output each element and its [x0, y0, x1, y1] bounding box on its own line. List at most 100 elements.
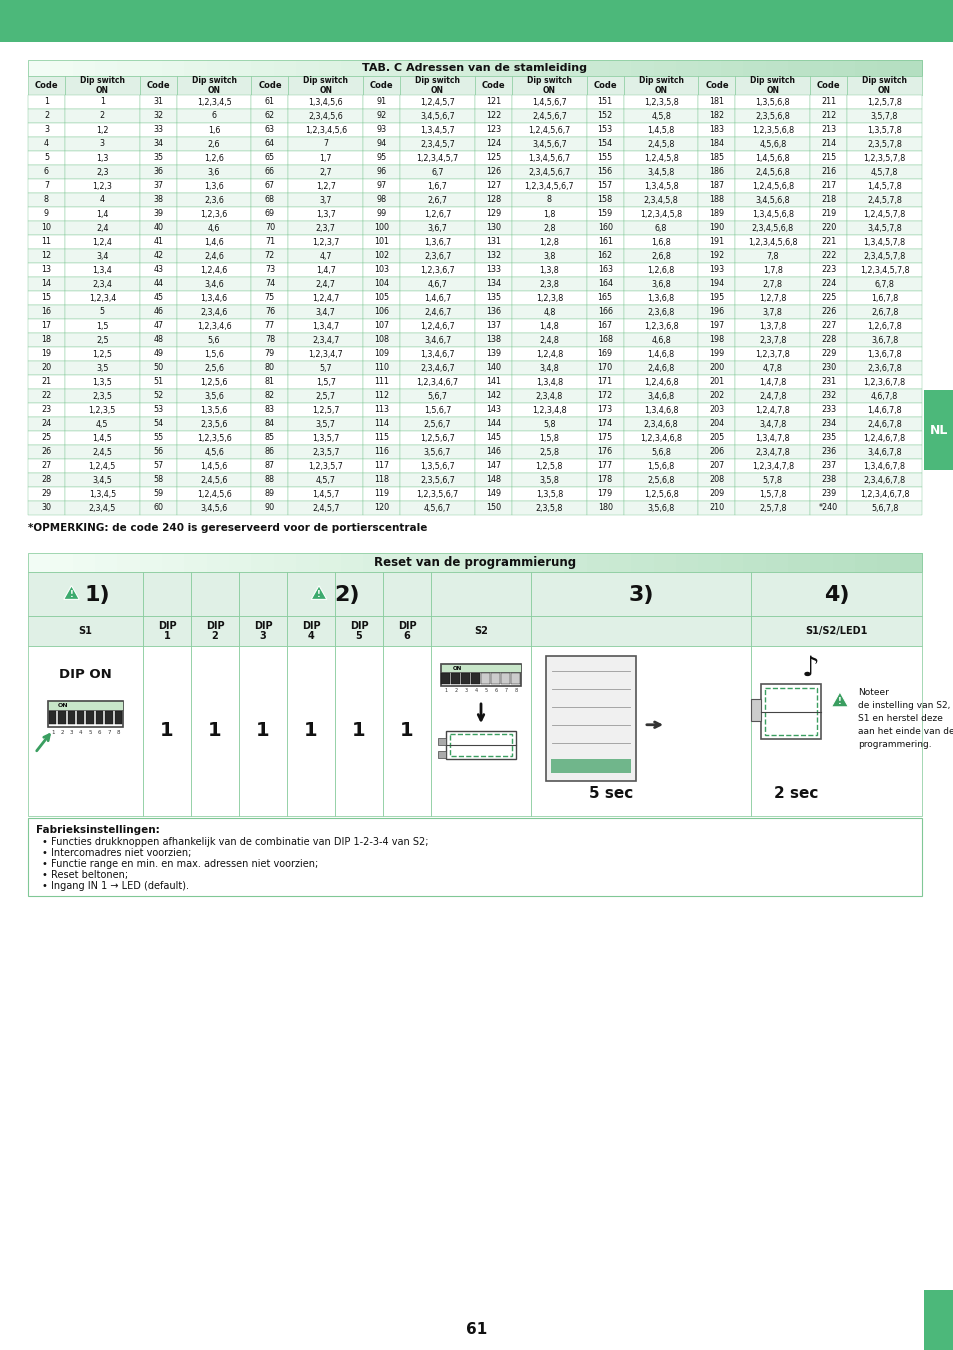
Bar [58, 711, 66, 724]
Bar [399, 123, 475, 136]
Bar [252, 263, 288, 277]
Text: 3,4,5,6: 3,4,5,6 [200, 504, 228, 513]
Text: 2,3,4,8: 2,3,4,8 [536, 392, 562, 401]
Bar [475, 180, 512, 193]
Bar [475, 501, 512, 514]
Text: 70: 70 [265, 224, 274, 232]
Bar [676, 59, 699, 76]
Text: 1,2,4,5,7,8: 1,2,4,5,7,8 [862, 209, 904, 219]
Text: 1,2,3,5: 1,2,3,5 [89, 405, 116, 414]
Bar [288, 305, 363, 319]
Text: 1,2,4,6,7: 1,2,4,6,7 [419, 321, 455, 331]
Text: 3,5,6,7: 3,5,6,7 [423, 447, 451, 456]
Bar [475, 292, 512, 305]
Text: 2,4,6,8: 2,4,6,8 [647, 363, 674, 373]
Bar [139, 59, 162, 76]
Bar [698, 277, 735, 292]
Text: 142: 142 [485, 392, 500, 401]
Text: 117: 117 [374, 462, 389, 471]
Bar [28, 446, 65, 459]
Bar [787, 554, 810, 572]
Text: 84: 84 [265, 420, 274, 428]
Text: 3,4,6,7: 3,4,6,7 [423, 336, 451, 344]
Text: 1,2,4,5,8: 1,2,4,5,8 [643, 154, 678, 162]
Text: 1,2: 1,2 [96, 126, 109, 135]
Bar [698, 431, 735, 446]
Text: 234: 234 [821, 420, 836, 428]
Text: 215: 215 [821, 154, 836, 162]
Bar [65, 76, 139, 95]
Polygon shape [311, 586, 327, 599]
Text: 1,6,8: 1,6,8 [651, 238, 670, 247]
Text: 1,2,4,6: 1,2,4,6 [200, 266, 228, 274]
Text: 190: 190 [709, 224, 723, 232]
Bar [363, 76, 399, 95]
Bar [461, 674, 470, 684]
Bar [288, 389, 363, 404]
Bar [139, 417, 176, 431]
Text: 210: 210 [709, 504, 723, 513]
Text: 3,4,5,6,8: 3,4,5,6,8 [755, 196, 789, 204]
Text: 1,5,6,7: 1,5,6,7 [423, 405, 451, 414]
Text: 3: 3 [464, 688, 467, 694]
Bar [623, 292, 698, 305]
Bar [720, 59, 743, 76]
Bar [399, 333, 475, 347]
Bar [65, 459, 139, 472]
Bar [512, 151, 586, 165]
Bar [318, 554, 341, 572]
Bar [623, 305, 698, 319]
Bar [735, 95, 809, 109]
Text: 1,2,3: 1,2,3 [92, 181, 112, 190]
Text: 1,2,3,6,8: 1,2,3,6,8 [643, 321, 678, 331]
Text: 100: 100 [374, 224, 389, 232]
Bar [28, 292, 65, 305]
Bar [176, 136, 252, 151]
Bar [363, 109, 399, 123]
Text: 6: 6 [212, 112, 216, 120]
Text: 1,2,6,8: 1,2,6,8 [647, 266, 674, 274]
Bar [139, 554, 162, 572]
Text: Dip switch
ON: Dip switch ON [526, 76, 571, 95]
Text: 13: 13 [41, 266, 51, 274]
Bar [623, 180, 698, 193]
Text: 1,3,4,5,8: 1,3,4,5,8 [643, 181, 678, 190]
Bar [287, 647, 335, 815]
Text: 1,3: 1,3 [96, 154, 109, 162]
Bar [139, 305, 176, 319]
Bar [117, 554, 140, 572]
Bar [586, 59, 609, 76]
Text: 1,3,5,7: 1,3,5,7 [312, 433, 339, 443]
Text: Code: Code [593, 81, 617, 90]
Bar [288, 221, 363, 235]
Text: 1,2,5,7: 1,2,5,7 [312, 405, 339, 414]
Text: 5: 5 [89, 729, 91, 734]
Bar [475, 193, 512, 207]
Bar [586, 180, 623, 193]
Bar [239, 616, 287, 647]
Bar [252, 248, 288, 263]
Bar [176, 347, 252, 360]
Text: 2,6,8: 2,6,8 [651, 251, 670, 261]
Text: ON: ON [452, 666, 461, 671]
Text: 2: 2 [100, 112, 105, 120]
Text: 235: 235 [821, 433, 836, 443]
Bar [923, 1291, 953, 1350]
Text: 205: 205 [709, 433, 724, 443]
Bar [586, 417, 623, 431]
Text: 147: 147 [485, 462, 500, 471]
Text: 1,2,3,4,8: 1,2,3,4,8 [532, 405, 566, 414]
Text: programmering.: programmering. [857, 740, 930, 749]
Text: 1): 1) [85, 585, 110, 605]
Text: 1,4: 1,4 [96, 209, 109, 219]
Text: 1,2,8: 1,2,8 [538, 238, 558, 247]
Bar [623, 277, 698, 292]
Bar [363, 360, 399, 375]
Bar [623, 193, 698, 207]
Bar [28, 554, 51, 572]
Bar [623, 76, 698, 95]
Text: • Functie range en min. en max. adressen niet voorzien;: • Functie range en min. en max. adressen… [42, 859, 318, 869]
Bar [698, 554, 720, 572]
Bar [399, 263, 475, 277]
Text: 85: 85 [265, 433, 274, 443]
